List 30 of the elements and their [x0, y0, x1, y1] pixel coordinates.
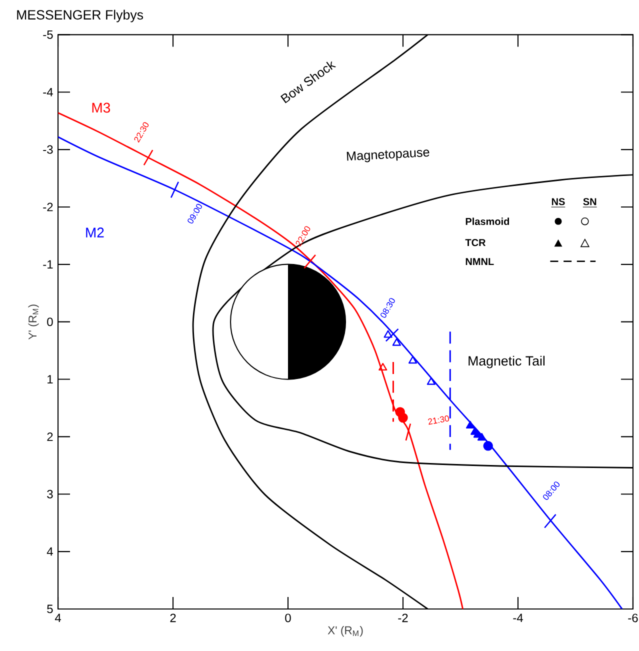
y-tick-label: -3 — [43, 145, 53, 154]
annotation: NS — [552, 198, 565, 206]
y-tick-label: -2 — [43, 202, 53, 212]
x-tick-label: 4 — [54, 614, 61, 622]
y-tick-label: 5 — [47, 604, 53, 614]
annotation: TCR — [465, 239, 486, 246]
x-tick-label: 0 — [285, 614, 291, 622]
y-tick-label: 4 — [46, 547, 53, 556]
x-axis-title: X' (R$_{M}$) — [328, 626, 363, 637]
annotation: SN — [583, 198, 596, 206]
y-tick-label: 1 — [48, 375, 53, 384]
series-label: M3 — [92, 102, 110, 113]
y-axis-title: Y' (R$_{M}$) — [28, 304, 39, 340]
text: Magnetopause — [346, 150, 430, 162]
x-tick-label: -2 — [398, 614, 408, 622]
y-tick-label: 0 — [47, 318, 53, 326]
annotation: Plasmoid — [466, 218, 510, 226]
text: M2 — [86, 228, 104, 238]
y-tick-label: -5 — [43, 30, 53, 39]
annotation: Magnetic Tail — [468, 356, 545, 368]
chart-title: MESSENGER Flybys — [17, 10, 144, 22]
y-tick-label: 2 — [47, 432, 53, 441]
annotation: 21:30 — [428, 415, 449, 425]
x-tick-label: 2 — [170, 614, 176, 622]
x-tick-label: -6 — [628, 614, 638, 622]
y-tick-label: -1 — [43, 260, 53, 269]
y-tick-label: -4 — [43, 88, 53, 96]
x-tick-label: -4 — [513, 614, 523, 622]
annotation: NMNL — [466, 258, 494, 265]
y-tick-label: 3 — [47, 490, 53, 498]
